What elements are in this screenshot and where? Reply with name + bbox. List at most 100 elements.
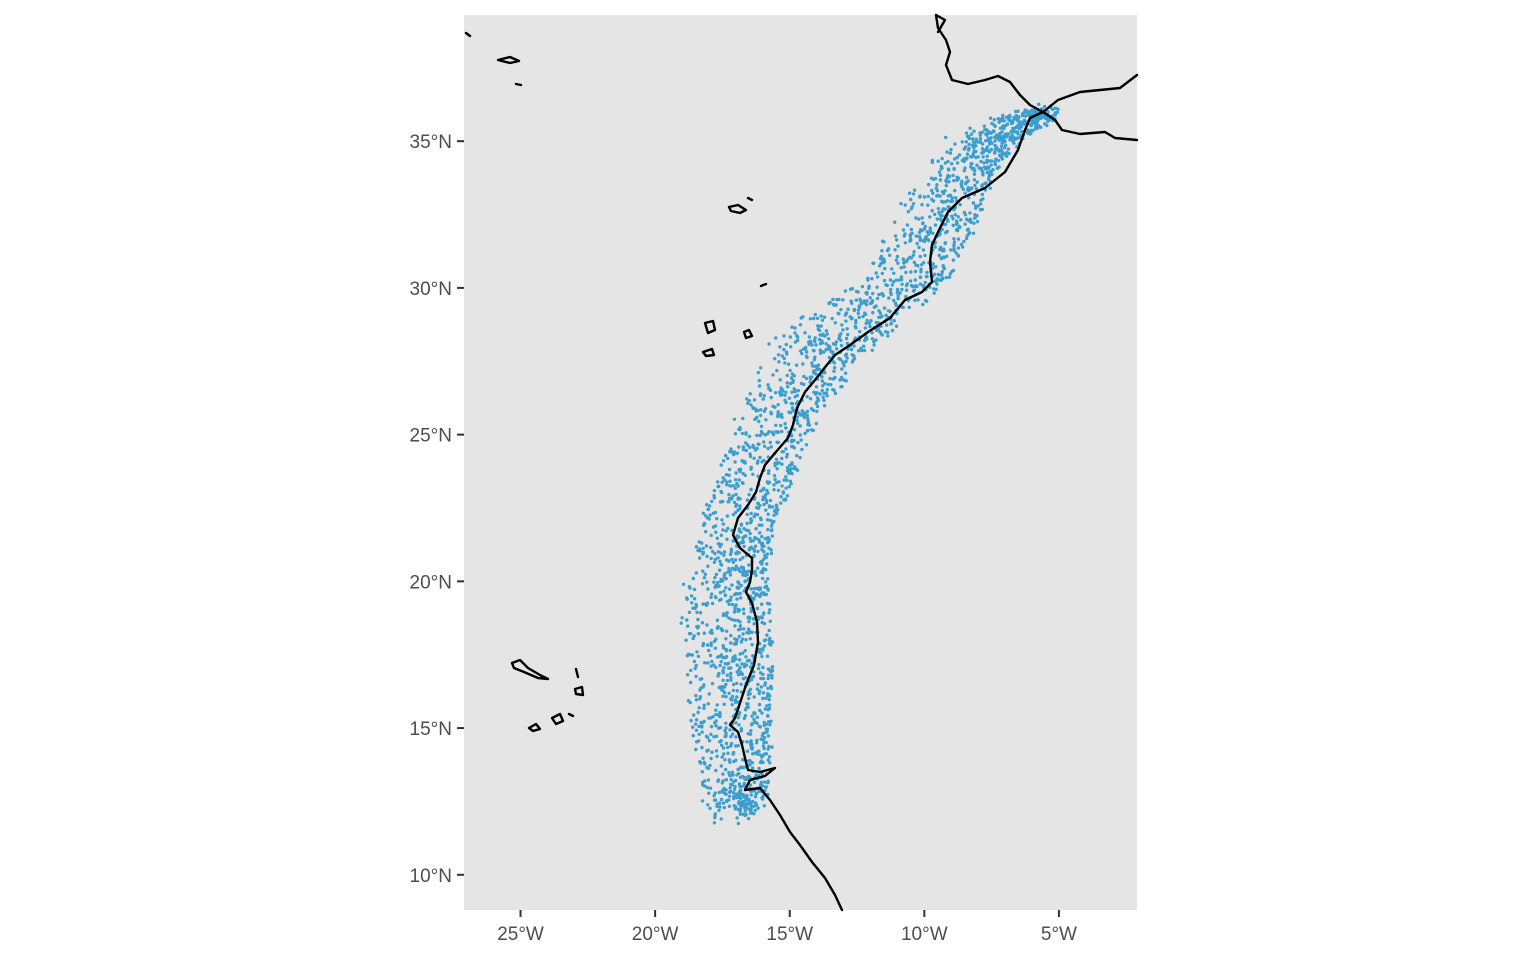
observation-point [703,779,707,783]
observation-point [738,788,743,793]
observation-point [949,198,954,203]
observation-point [722,550,727,554]
observation-point [767,697,771,702]
observation-point [1023,108,1027,112]
observation-point [785,452,789,456]
observation-point [1007,118,1012,123]
observation-point [904,259,909,264]
y-tick-label: 15°N [410,719,452,740]
observation-point [852,357,857,361]
observation-point [729,547,734,551]
observation-point [960,179,964,184]
observation-point [999,148,1003,152]
observation-point [693,606,697,611]
observation-point [766,383,770,387]
observation-point [725,514,730,518]
observation-point [708,653,713,658]
observation-point [729,633,733,638]
observation-point [729,671,733,675]
observation-point [698,688,702,692]
observation-point [795,468,800,472]
observation-point [1027,113,1032,118]
observation-point [755,461,760,465]
observation-point [816,363,821,367]
observation-point [709,732,713,736]
observation-point [707,791,711,795]
observation-point [732,796,736,801]
observation-point [931,199,936,203]
observation-point [788,368,792,373]
observation-point [764,727,769,731]
observation-point [733,432,738,436]
observation-point [744,431,748,435]
observation-point [724,694,728,699]
observation-point [717,685,721,690]
observation-point [911,192,916,196]
observation-point [843,289,848,293]
observation-point [754,527,758,531]
observation-point [741,758,745,762]
observation-point [977,140,982,144]
observation-point [987,177,991,182]
observation-point [724,473,729,477]
observation-point [759,780,764,784]
observation-point [990,121,994,126]
observation-point [737,634,741,639]
observation-point [1035,119,1040,123]
observation-point [930,208,934,213]
observation-point [865,299,869,303]
observation-point [738,791,743,795]
observation-point [796,421,800,425]
observation-point [691,636,695,641]
observation-point [710,750,714,754]
observation-point [767,755,772,759]
observation-point [702,719,706,724]
observation-point [755,606,760,611]
observation-point [790,406,795,410]
observation-point [800,351,804,356]
observation-point [803,411,807,416]
observation-point [938,247,942,252]
observation-point [723,728,727,733]
observation-point [755,513,760,517]
observation-point [739,682,743,686]
observation-point [768,668,772,673]
observation-point [921,221,925,226]
observation-point [747,619,751,624]
observation-point [929,176,934,180]
observation-point [933,223,938,227]
observation-point [709,643,713,648]
observation-point [978,137,983,141]
observation-point [951,173,955,178]
observation-point [793,326,797,330]
observation-point [800,447,804,452]
observation-point [751,405,755,410]
observation-point [865,318,869,323]
observation-point [1053,106,1058,110]
observation-point [922,239,927,244]
observation-point [691,725,695,729]
observation-point [732,417,737,421]
observation-point [795,334,799,338]
observation-point [999,144,1004,148]
observation-point [832,388,836,392]
observation-point [742,776,747,781]
observation-point [932,287,936,291]
observation-point [701,783,705,787]
observation-point [762,409,767,413]
observation-point [728,760,732,764]
observation-point [684,638,688,642]
observation-point [806,428,810,432]
observation-point [746,705,750,709]
observation-point [808,317,813,321]
observation-point [771,373,775,377]
observation-point [709,641,713,645]
observation-point [686,652,691,656]
observation-point [736,618,740,623]
observation-point [956,237,961,241]
observation-point [983,128,987,132]
observation-point [784,486,788,490]
observation-point [685,673,690,677]
observation-point [925,299,929,304]
observation-point [880,239,885,243]
